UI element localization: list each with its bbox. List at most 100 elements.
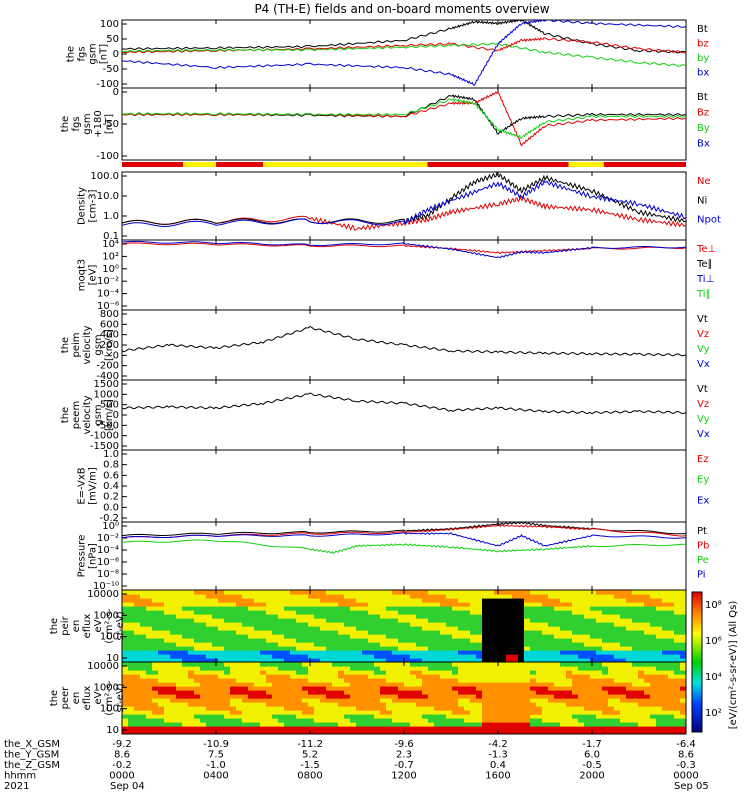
spectrogram-cell: [452, 686, 459, 691]
spectrogram-cell: [398, 722, 405, 727]
spectrogram-cell: [254, 718, 261, 723]
spectrogram-cell: [392, 638, 399, 643]
spectrogram-cell: [626, 618, 633, 623]
spectrogram-cell: [362, 706, 369, 711]
spectrogram-cell: [602, 634, 609, 639]
spectrogram-cell: [542, 646, 549, 651]
spectrogram-cell: [674, 602, 681, 607]
spectrogram-cell: [470, 682, 477, 687]
series-Bt: [122, 20, 686, 54]
spectrogram-cell: [164, 714, 171, 719]
spectrogram-cell: [638, 634, 645, 639]
spectrogram-cell: [602, 594, 609, 599]
spectrogram-cell: [410, 606, 417, 611]
spectrogram-cell: [506, 686, 513, 691]
spectrogram-cell: [632, 634, 639, 639]
spectrogram-cell: [308, 666, 315, 671]
spectrogram-cell: [476, 694, 483, 699]
spectrogram-cell: [254, 682, 261, 687]
spectrogram-cell: [302, 654, 309, 659]
spectrogram-cell: [134, 590, 141, 595]
spectrogram-cell: [668, 654, 675, 659]
spectrogram-cell: [128, 614, 135, 619]
spectrogram-cell: [518, 722, 525, 727]
spectrogram-cell: [602, 606, 609, 611]
spectrogram-cell: [572, 614, 579, 619]
spectrogram-cell: [206, 674, 213, 679]
spectrogram-cell: [194, 686, 201, 691]
spectrogram-cell: [236, 638, 243, 643]
spectrogram-cell: [236, 686, 243, 691]
spectrogram-cell: [362, 670, 369, 675]
spectrogram-cell: [548, 694, 555, 699]
spectrogram-cell: [566, 650, 573, 655]
spectrogram-cell: [422, 730, 429, 734]
spectrogram-cell: [188, 654, 195, 659]
spectrogram-cell: [248, 598, 255, 603]
y-axis-label: [mV/m]: [88, 467, 99, 505]
spectrogram-cell: [362, 702, 369, 707]
spectrogram-cell: [536, 622, 543, 627]
spectrogram-cell: [512, 686, 519, 691]
spectrogram-cell: [608, 690, 615, 695]
series-group: [122, 172, 686, 231]
spectrogram-cell: [332, 710, 339, 715]
spectrogram-cell: [356, 658, 363, 662]
spectrogram-cell: [422, 722, 429, 727]
spectrogram-cell: [392, 610, 399, 615]
spectrogram-cell: [464, 694, 471, 699]
spectrogram-cell: [266, 618, 273, 623]
y-tick-label: 10000: [87, 589, 119, 600]
spectrogram-cell: [410, 726, 417, 731]
spectrogram-cell: [164, 610, 171, 615]
spectrogram-cell: [464, 710, 471, 715]
spectrogram-cell: [356, 614, 363, 619]
spectrogram-cell: [248, 626, 255, 631]
spectrogram-cell: [152, 610, 159, 615]
spectrogram-cell: [644, 730, 651, 734]
spectrogram-cell: [188, 622, 195, 627]
spectrogram-cell: [494, 702, 501, 707]
spectrogram-cell: [326, 674, 333, 679]
spectrogram-cell: [146, 614, 153, 619]
spectrogram-cell: [170, 678, 177, 683]
spectrogram-cell: [146, 610, 153, 615]
spectrogram-cell: [416, 722, 423, 727]
spectrogram-cell: [572, 638, 579, 643]
spectrogram-cell: [236, 706, 243, 711]
legend-By: By: [697, 123, 710, 134]
spectrogram-cell: [560, 710, 567, 715]
legend-Ti∥: Ti∥: [696, 289, 711, 300]
spectrogram-cell: [674, 706, 681, 711]
spectrogram-cell: [476, 726, 483, 731]
footer-value: -9.2: [112, 739, 132, 750]
footer-row-label: the_Z_GSM: [4, 760, 60, 771]
spectrogram-cell: [584, 594, 591, 599]
spectrogram-cell: [632, 686, 639, 691]
spectrogram-cell: [164, 718, 171, 723]
spectrogram-cell: [602, 622, 609, 627]
spectrogram-cell: [536, 694, 543, 699]
spectrogram-cell: [656, 646, 663, 651]
spectrogram-cell: [680, 730, 686, 734]
spectrogram-cell: [272, 598, 279, 603]
spectrogram-cell: [500, 650, 507, 655]
spectrogram-cell: [596, 654, 603, 659]
spectrogram-cell: [188, 610, 195, 615]
spectrogram-cell: [644, 642, 651, 647]
spectrogram-cell: [398, 730, 405, 734]
spectrogram-cell: [434, 602, 441, 607]
spectrogram-cell: [296, 654, 303, 659]
spectrogram-cell: [212, 598, 219, 603]
footer-value: -1.7: [582, 739, 602, 750]
spectrogram-cell: [212, 642, 219, 647]
legend-Vy: Vy: [697, 344, 710, 355]
spectrogram-cell: [626, 658, 633, 662]
spectrogram-cell: [476, 614, 483, 619]
spectrogram-cell: [224, 674, 231, 679]
colorbar-label: [eV/(cm²-s-sr-eV)] (All Qs): [728, 601, 739, 730]
spectrogram-cell: [674, 682, 681, 687]
spectrogram-cell: [302, 650, 309, 655]
spectrogram-cell: [464, 610, 471, 615]
spectrogram-cell: [536, 638, 543, 643]
